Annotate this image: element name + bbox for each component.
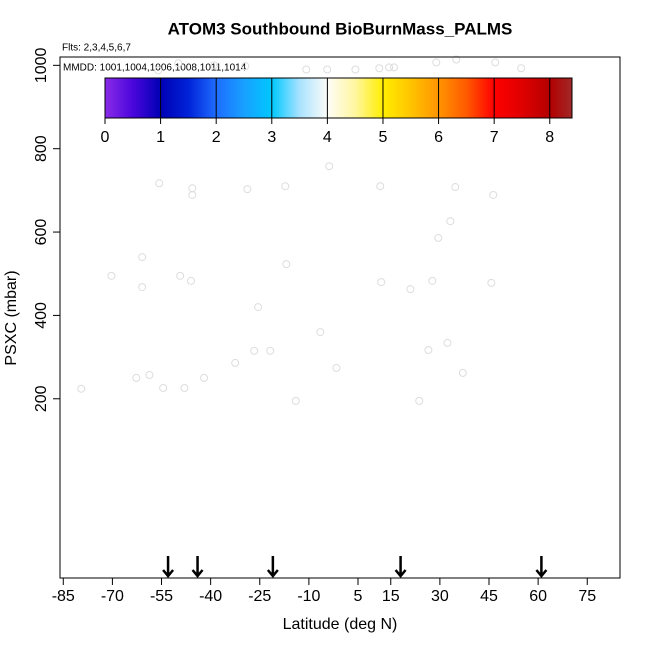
- sample-point: [385, 63, 394, 72]
- sample-point: [188, 190, 197, 199]
- colorbar-tick-label: 5: [379, 129, 388, 146]
- x-axis-label: Latitude (deg N): [283, 616, 398, 633]
- sample-point: [424, 346, 433, 355]
- sample-point: [231, 358, 240, 367]
- x-tick-label: -25: [248, 588, 271, 605]
- x-tick-label: 15: [382, 588, 400, 605]
- sample-point: [458, 368, 467, 377]
- sample-point: [282, 260, 291, 269]
- plot-frame: [59, 56, 621, 579]
- y-tick-label: 400: [33, 302, 50, 329]
- sample-point: [176, 271, 185, 280]
- flight-arrow: [266, 556, 279, 578]
- y-tick-label: 200: [33, 385, 50, 412]
- sample-point: [489, 190, 498, 199]
- chart-title: ATOM3 Southbound BioBurnMass_PALMS: [168, 19, 513, 38]
- x-tick-label: 5: [354, 588, 363, 605]
- flight-arrow: [535, 556, 548, 578]
- sample-point: [254, 303, 263, 312]
- sample-point: [210, 61, 219, 70]
- x-tick-label: -40: [199, 588, 222, 605]
- sample-point: [491, 58, 500, 67]
- sample-point: [188, 184, 197, 193]
- sample-point: [406, 285, 415, 294]
- sample-point: [159, 383, 168, 392]
- sample-point: [107, 271, 116, 280]
- sample-point: [517, 64, 526, 73]
- sample-point: [132, 373, 141, 382]
- flight-arrow: [191, 556, 204, 578]
- x-tick-label: 60: [529, 588, 547, 605]
- y-tick-label: 1000: [33, 47, 50, 83]
- y-axis-label: PSXC (mbar): [3, 270, 20, 365]
- sample-point: [302, 65, 311, 74]
- x-tick-label: -10: [297, 588, 320, 605]
- colorbar-tick-label: 2: [212, 129, 221, 146]
- sample-point: [186, 276, 195, 285]
- sample-point: [174, 59, 183, 68]
- x-tick-label: 30: [431, 588, 449, 605]
- sample-point: [332, 363, 341, 372]
- flight-arrow: [394, 556, 407, 578]
- sample-point: [351, 65, 360, 74]
- sample-point: [291, 396, 300, 405]
- colorbar-tick-label: 4: [323, 129, 332, 146]
- sample-point: [250, 346, 259, 355]
- sample-point: [415, 396, 424, 405]
- colorbar-tick-label: 7: [490, 129, 499, 146]
- y-tick-label: 600: [33, 219, 50, 246]
- annotation: MMDD: 1001,1004,1006,1008,1011,1014: [63, 63, 247, 74]
- sample-point: [390, 63, 399, 72]
- sample-point: [451, 183, 460, 192]
- sample-point: [155, 179, 164, 188]
- sample-point: [241, 62, 250, 71]
- sample-point: [266, 346, 275, 355]
- colorbar-tick-label: 6: [434, 129, 443, 146]
- sample-point: [77, 384, 86, 393]
- colorbar-tick-label: 1: [156, 129, 165, 146]
- sample-point: [180, 383, 189, 392]
- sample-point: [316, 328, 325, 337]
- sample-point: [138, 283, 147, 292]
- flight-arrow: [162, 556, 175, 578]
- sample-point: [443, 338, 452, 347]
- sample-point: [138, 253, 147, 262]
- x-tick-label: 75: [578, 588, 596, 605]
- colorbar: [104, 77, 573, 119]
- sample-point: [432, 58, 441, 67]
- x-tick-label: -70: [101, 588, 124, 605]
- sample-point: [375, 64, 384, 73]
- sample-point: [243, 185, 252, 194]
- colorbar-tick-label: 0: [101, 129, 110, 146]
- sample-point: [281, 182, 290, 191]
- y-tick-label: 800: [33, 135, 50, 162]
- x-tick-label: -85: [52, 588, 75, 605]
- sample-point: [446, 217, 455, 226]
- sample-point: [377, 278, 386, 287]
- x-tick-label: -55: [150, 588, 173, 605]
- sample-point: [200, 373, 209, 382]
- sample-point: [376, 182, 385, 191]
- sample-point: [323, 65, 332, 74]
- sample-point: [145, 371, 154, 380]
- subtitle: Flts: 2,3,4,5,6,7: [62, 43, 131, 54]
- sample-point: [154, 66, 163, 75]
- colorbar-tick-label: 3: [267, 129, 276, 146]
- sample-point: [452, 55, 461, 64]
- sample-point: [428, 276, 437, 285]
- sample-point: [434, 233, 443, 242]
- sample-point: [325, 162, 334, 171]
- x-tick-label: 45: [480, 588, 498, 605]
- colorbar-tick-label: 8: [545, 129, 554, 146]
- sample-point: [487, 278, 496, 287]
